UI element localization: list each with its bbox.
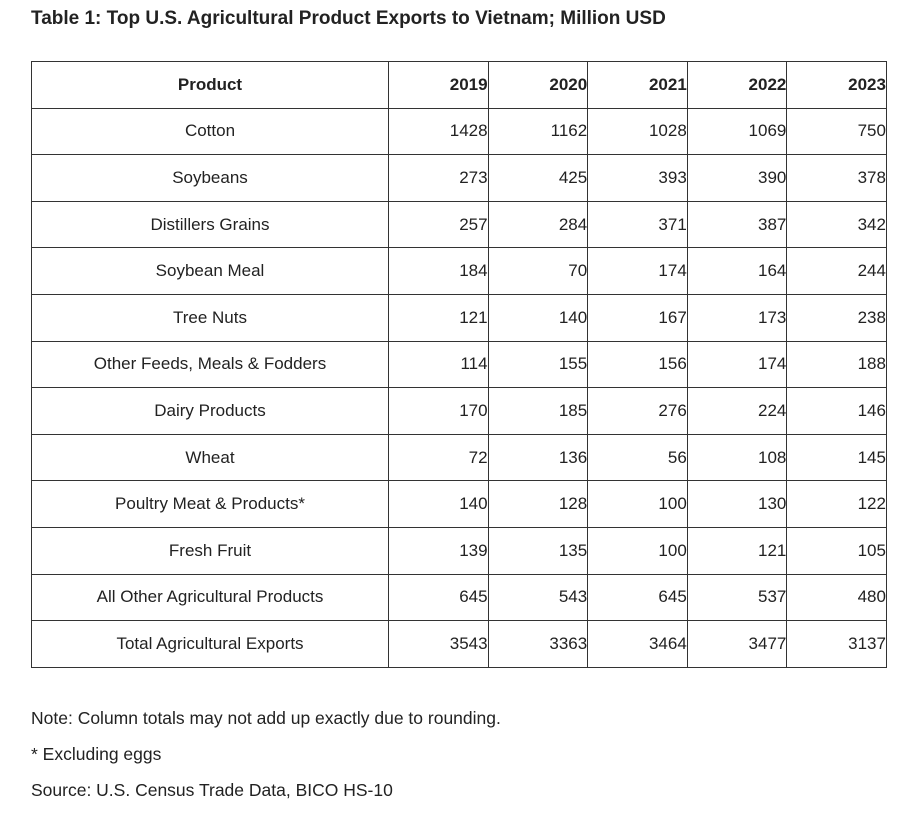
value-cell: 257 [388, 200, 489, 249]
value-cell: 164 [686, 247, 788, 295]
value-cell: 174 [587, 247, 688, 295]
value-cell: 378 [786, 154, 887, 202]
product-cell: Distillers Grains [31, 200, 389, 249]
value-cell: 140 [487, 293, 589, 342]
value-cell: 238 [786, 293, 887, 342]
value-cell: 135 [487, 526, 589, 575]
product-cell: Fresh Fruit [31, 526, 389, 575]
value-cell: 3477 [686, 620, 788, 668]
value-cell: 3137 [786, 620, 887, 668]
value-cell: 1069 [686, 107, 788, 156]
column-header-product: Product [31, 61, 389, 109]
value-cell: 188 [786, 340, 887, 389]
table-row: Tree Nuts 121 140 167 173 238 [31, 293, 887, 342]
table-row: Distillers Grains 257 284 371 387 342 [31, 200, 887, 249]
value-cell: 1428 [388, 107, 489, 156]
column-header-2023: 2023 [786, 61, 887, 109]
source-note: Source: U.S. Census Trade Data, BICO HS-… [31, 780, 393, 800]
column-header-2020: 2020 [487, 61, 589, 109]
value-cell: 130 [686, 480, 788, 528]
value-cell: 128 [487, 480, 589, 528]
eggs-footnote: * Excluding eggs [31, 744, 162, 764]
value-cell: 3464 [587, 620, 688, 668]
value-cell: 184 [388, 247, 489, 295]
value-cell: 284 [487, 200, 589, 249]
value-cell: 122 [786, 480, 887, 528]
value-cell: 173 [686, 293, 788, 342]
product-cell: Wheat [31, 433, 389, 482]
value-cell: 244 [786, 247, 887, 295]
header-row: Product 2019 2020 2021 2022 2023 [31, 61, 887, 109]
value-cell: 224 [686, 387, 788, 435]
value-cell: 174 [686, 340, 788, 389]
table-row: Poultry Meat & Products* 140 128 100 130… [31, 480, 887, 528]
total-row: Total Agricultural Exports 3543 3363 346… [31, 620, 887, 668]
table-row: Wheat 72 136 56 108 145 [31, 433, 887, 482]
product-cell: Dairy Products [31, 387, 389, 435]
table-row: Fresh Fruit 139 135 100 121 105 [31, 526, 887, 575]
value-cell: 108 [686, 433, 788, 482]
value-cell: 167 [587, 293, 688, 342]
product-cell: Other Feeds, Meals & Fodders [31, 340, 389, 389]
table-row: Cotton 1428 1162 1028 1069 750 [31, 107, 887, 156]
rounding-note: Note: Column totals may not add up exact… [31, 708, 501, 728]
value-cell: 185 [487, 387, 589, 435]
column-header-2022: 2022 [686, 61, 788, 109]
value-cell: 425 [487, 154, 589, 202]
column-header-2021: 2021 [587, 61, 688, 109]
product-cell: Soybean Meal [31, 247, 389, 295]
value-cell: 480 [786, 573, 887, 622]
product-cell: All Other Agricultural Products [31, 573, 389, 622]
value-cell: 121 [388, 293, 489, 342]
exports-table: Product 2019 2020 2021 2022 2023 Cotton … [31, 61, 887, 668]
table-row: Other Feeds, Meals & Fodders 114 155 156… [31, 340, 887, 389]
product-cell: Tree Nuts [31, 293, 389, 342]
value-cell: 273 [388, 154, 489, 202]
value-cell: 140 [388, 480, 489, 528]
table-row: Soybean Meal 184 70 174 164 244 [31, 247, 887, 295]
value-cell: 146 [786, 387, 887, 435]
value-cell: 750 [786, 107, 887, 156]
value-cell: 100 [587, 480, 688, 528]
value-cell: 136 [487, 433, 589, 482]
value-cell: 543 [487, 573, 589, 622]
value-cell: 387 [686, 200, 788, 249]
table-row: Soybeans 273 425 393 390 378 [31, 154, 887, 202]
product-cell: Poultry Meat & Products* [31, 480, 389, 528]
value-cell: 170 [388, 387, 489, 435]
product-cell: Cotton [31, 107, 389, 156]
value-cell: 100 [587, 526, 688, 575]
value-cell: 1162 [487, 107, 589, 156]
value-cell: 139 [388, 526, 489, 575]
value-cell: 72 [388, 433, 489, 482]
value-cell: 276 [587, 387, 688, 435]
value-cell: 537 [686, 573, 788, 622]
value-cell: 342 [786, 200, 887, 249]
value-cell: 155 [487, 340, 589, 389]
value-cell: 3543 [388, 620, 489, 668]
value-cell: 156 [587, 340, 688, 389]
value-cell: 645 [587, 573, 688, 622]
table-notes: Note: Column totals may not add up exact… [31, 706, 501, 814]
value-cell: 3363 [487, 620, 589, 668]
product-cell: Soybeans [31, 154, 389, 202]
table-row: Dairy Products 170 185 276 224 146 [31, 387, 887, 435]
product-cell: Total Agricultural Exports [31, 620, 389, 668]
value-cell: 390 [686, 154, 788, 202]
value-cell: 371 [587, 200, 688, 249]
value-cell: 645 [388, 573, 489, 622]
value-cell: 105 [786, 526, 887, 575]
value-cell: 114 [388, 340, 489, 389]
value-cell: 70 [487, 247, 589, 295]
value-cell: 1028 [587, 107, 688, 156]
table-title: Table 1: Top U.S. Agricultural Product E… [31, 8, 666, 29]
value-cell: 393 [587, 154, 688, 202]
value-cell: 121 [686, 526, 788, 575]
table-row: All Other Agricultural Products 645 543 … [31, 573, 887, 622]
value-cell: 145 [786, 433, 887, 482]
column-header-2019: 2019 [388, 61, 489, 109]
value-cell: 56 [587, 433, 688, 482]
